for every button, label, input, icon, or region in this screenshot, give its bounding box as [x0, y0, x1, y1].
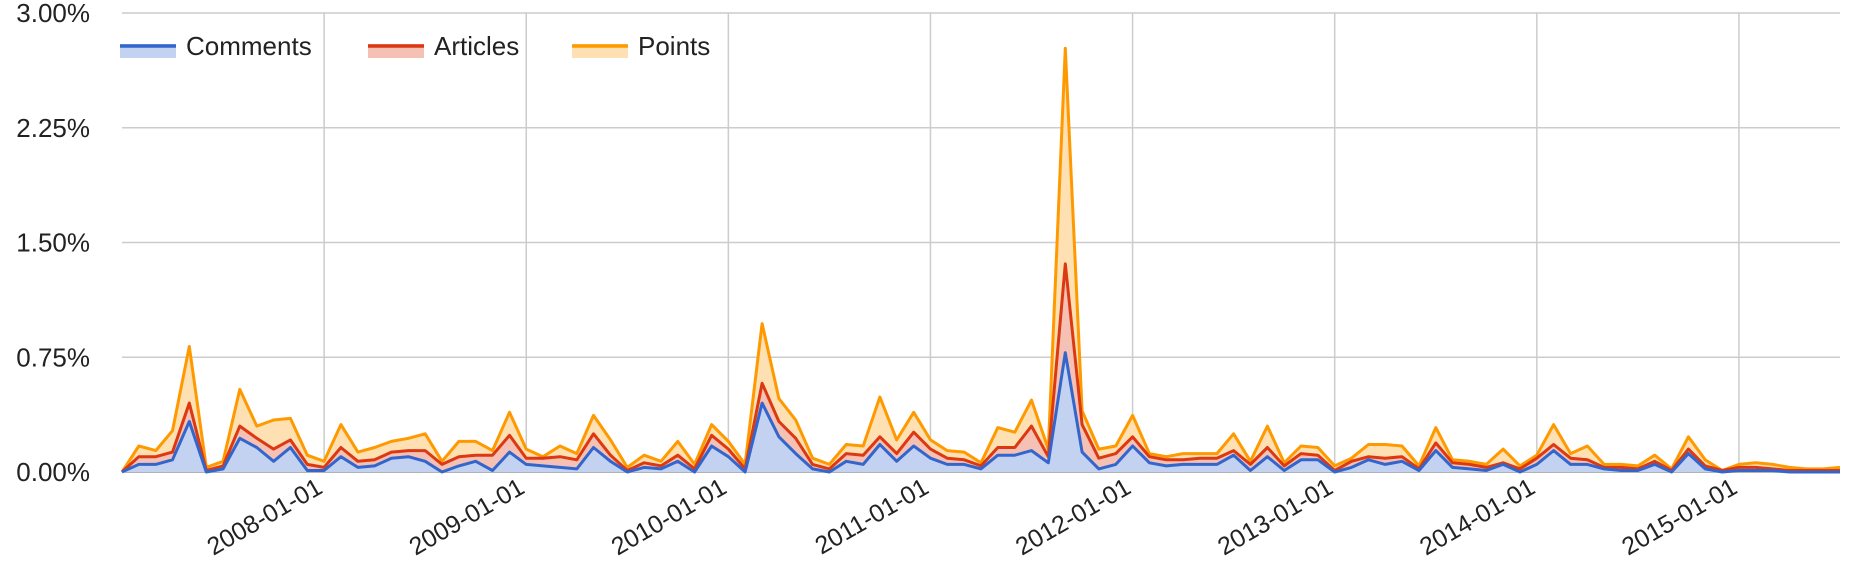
grid-lines — [122, 12, 1840, 473]
x-tick-label: 2008-01-01 — [202, 473, 327, 561]
area-articles — [122, 263, 1840, 472]
line-articles — [120, 262, 1840, 474]
x-tick-label: 2011-01-01 — [810, 473, 933, 560]
y-tick-label: 0.75% — [16, 342, 90, 372]
y-tick-label: 3.00% — [16, 0, 90, 28]
x-tick-label: 2009-01-01 — [404, 473, 529, 561]
legend-label: Comments — [186, 31, 312, 61]
legend-item-comments: Comments — [120, 31, 312, 61]
legend-label: Articles — [434, 31, 519, 61]
x-tick-label: 2015-01-01 — [1617, 473, 1742, 561]
y-tick-label: 2.25% — [16, 113, 90, 143]
legend-label: Points — [638, 31, 710, 61]
y-tick-label: 1.50% — [16, 228, 90, 258]
series-lines — [120, 46, 1841, 474]
area-comments — [122, 352, 1840, 472]
area-points — [122, 48, 1840, 472]
legend-item-points: Points — [572, 31, 710, 61]
legend-item-articles: Articles — [368, 31, 519, 61]
line-points — [120, 46, 1841, 473]
line-comments — [121, 351, 1840, 474]
x-axis: 2008-01-01 2009-01-01 2010-01-01 2011-01-01… — [202, 473, 1742, 561]
x-tick-label: 2012-01-01 — [1011, 473, 1136, 561]
series-areas — [122, 48, 1840, 472]
x-tick-label: 2014-01-01 — [1415, 473, 1540, 561]
y-axis: 0.00% 0.75% 1.50% 2.25% 3.00% — [16, 0, 90, 487]
legend: Comments Articles Points — [120, 31, 710, 61]
x-tick-label: 2010-01-01 — [607, 473, 732, 561]
y-tick-label: 0.00% — [16, 457, 90, 487]
x-tick-label: 2013-01-01 — [1213, 473, 1338, 561]
